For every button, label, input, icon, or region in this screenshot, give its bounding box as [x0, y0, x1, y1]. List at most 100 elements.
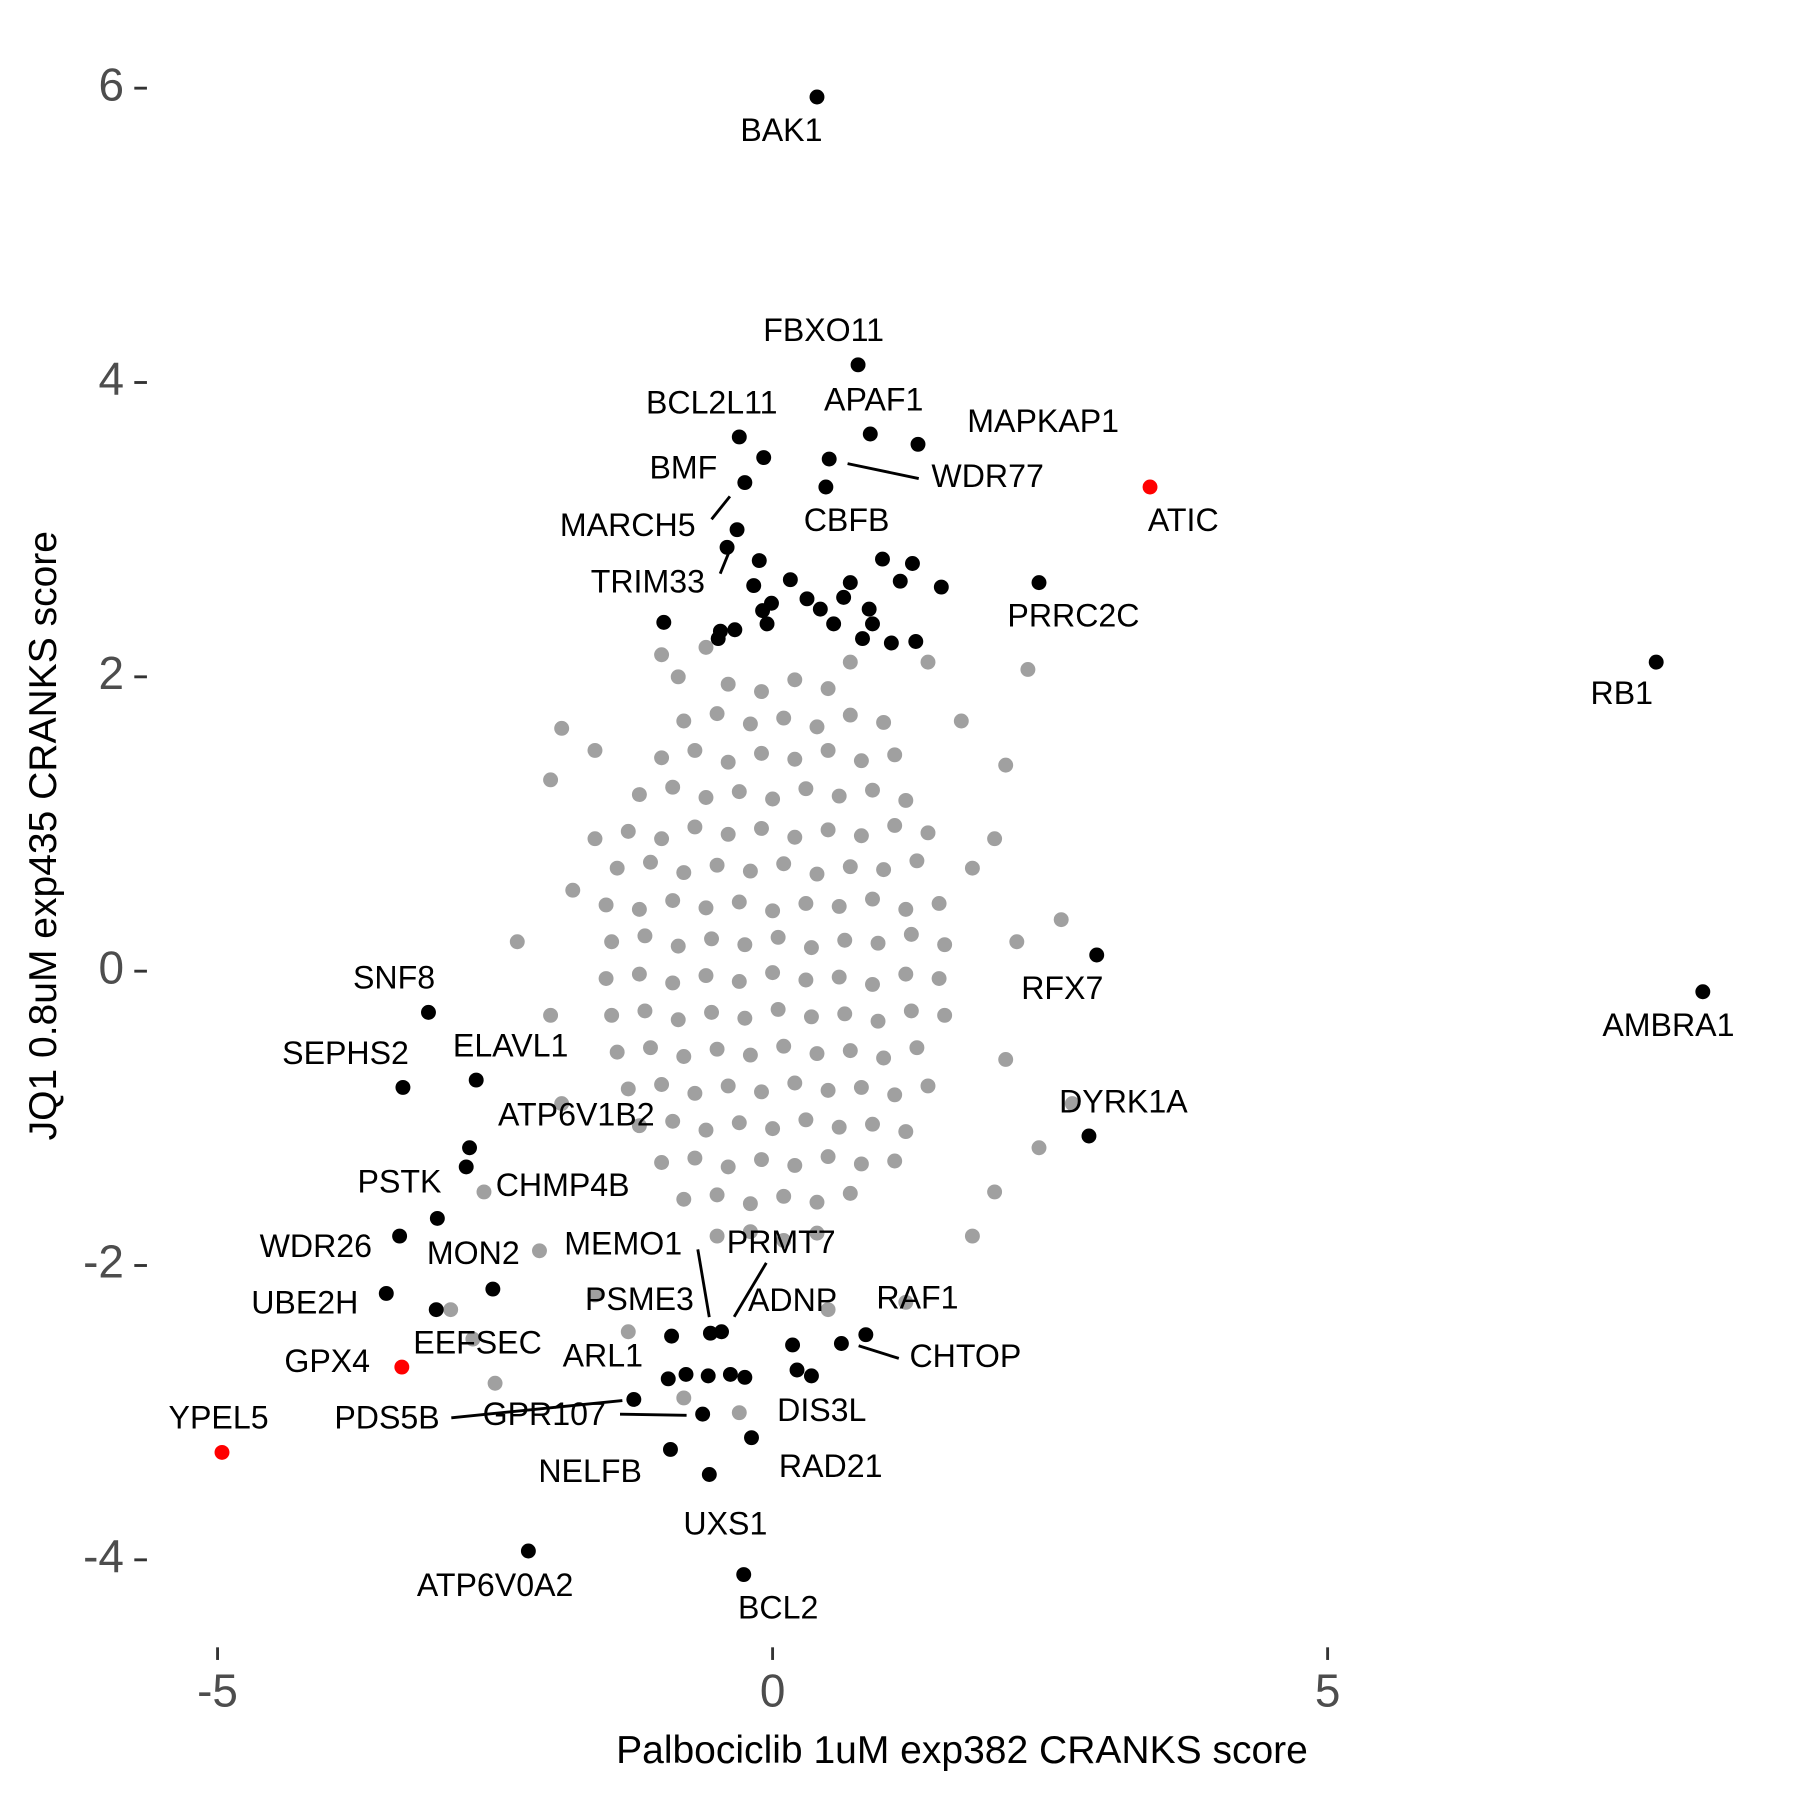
point [831, 898, 847, 914]
point [737, 475, 753, 491]
point [812, 601, 828, 617]
point [676, 1390, 692, 1406]
point [709, 1228, 725, 1244]
point [903, 1003, 919, 1019]
point [837, 932, 853, 948]
point-label: CBFB [804, 502, 890, 538]
point [764, 595, 779, 611]
point [609, 1044, 625, 1060]
point [1009, 934, 1025, 950]
point-label: ATP6V1B2 [498, 1096, 655, 1132]
point [865, 616, 880, 632]
point [785, 1337, 801, 1353]
point [670, 938, 686, 954]
point [554, 720, 570, 736]
point [462, 1140, 478, 1156]
point [898, 901, 914, 917]
point-label: PDS5B [334, 1400, 439, 1436]
point [731, 894, 747, 910]
point [700, 1368, 716, 1384]
point [746, 578, 762, 594]
point [631, 1118, 647, 1134]
point [820, 681, 836, 697]
point [787, 672, 803, 688]
point [731, 429, 747, 445]
point-label: CHMP4B [496, 1167, 630, 1203]
point [214, 1444, 230, 1460]
point [487, 1375, 503, 1391]
point [1081, 1128, 1097, 1144]
point-label: RAF1 [876, 1280, 958, 1316]
point-label: PSME3 [585, 1281, 694, 1317]
point [842, 654, 858, 670]
point [831, 969, 847, 985]
point [1031, 1140, 1047, 1156]
point [737, 1010, 753, 1026]
point [709, 706, 725, 722]
point [836, 589, 852, 605]
point [870, 1013, 886, 1029]
point [787, 751, 803, 767]
point [998, 1052, 1014, 1067]
point [698, 1122, 714, 1138]
point [842, 859, 858, 875]
point [831, 788, 847, 804]
point [937, 937, 953, 953]
point [654, 647, 670, 663]
point [809, 1225, 825, 1241]
point [987, 1184, 1003, 1200]
point [654, 750, 670, 766]
point [770, 1001, 786, 1017]
point [887, 1087, 903, 1103]
point [565, 882, 581, 898]
point [776, 1233, 792, 1248]
point [742, 1224, 758, 1240]
point [676, 865, 692, 881]
point-label: CHTOP [909, 1338, 1021, 1374]
point [520, 1543, 536, 1559]
point [378, 1286, 394, 1301]
point [1064, 1096, 1080, 1112]
point [698, 639, 714, 655]
point [865, 1116, 880, 1132]
point [898, 792, 914, 808]
point [631, 966, 647, 982]
point [862, 426, 878, 442]
point [931, 896, 947, 911]
point [532, 1243, 547, 1259]
point [787, 1157, 803, 1173]
point [799, 591, 815, 607]
point [870, 935, 886, 951]
point-label: PRRC2C [1007, 598, 1139, 634]
point [465, 1331, 481, 1347]
point [908, 634, 924, 649]
point [833, 1336, 849, 1351]
point [709, 1041, 725, 1057]
point [964, 1228, 980, 1244]
point-label: MAPKAP1 [967, 403, 1119, 439]
point [654, 831, 670, 847]
point [704, 1004, 719, 1020]
point [543, 772, 559, 788]
point [754, 820, 769, 836]
y-tick-label: 0 [98, 941, 124, 993]
point [620, 1324, 636, 1340]
point [720, 1159, 736, 1175]
point [731, 1405, 747, 1421]
point [742, 716, 758, 732]
point [821, 451, 837, 467]
point [765, 1121, 781, 1137]
y-axis-title: JQ1 0.8uM exp435 CRANKS score [22, 531, 65, 1140]
y-tick-label: 6 [98, 58, 124, 110]
point [710, 631, 726, 647]
point [754, 745, 769, 761]
point [609, 860, 625, 876]
point-label: TRIM33 [591, 564, 705, 600]
point [875, 551, 890, 567]
point [687, 1150, 703, 1166]
point [789, 1362, 805, 1378]
point [1020, 662, 1036, 677]
point [392, 1228, 408, 1244]
leader-line [696, 1249, 711, 1318]
point [654, 1155, 670, 1170]
